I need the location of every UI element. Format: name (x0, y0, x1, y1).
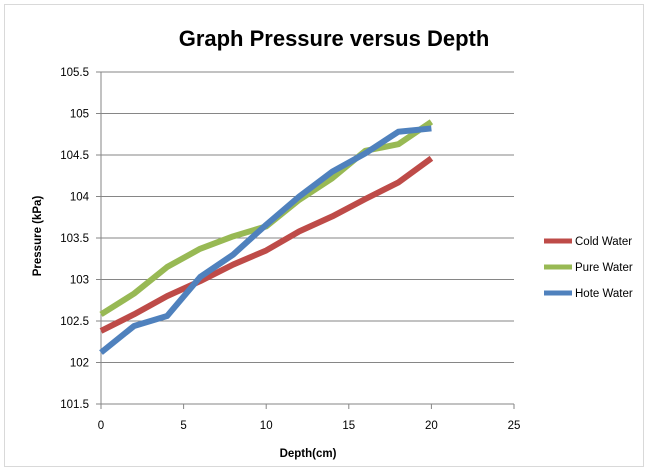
legend-label-pure-water: Pure Water (575, 262, 633, 274)
series-line-pure-water (99, 119, 434, 317)
x-tick-labels: 0 5 10 15 20 25 (98, 404, 521, 432)
y-tick-label: 105 (70, 109, 89, 121)
y-tick-label: 103.5 (60, 233, 89, 245)
y-tick-label: 103 (70, 275, 89, 287)
y-tick-label: 104.5 (60, 150, 89, 162)
x-axis-title: Depth(cm) (280, 448, 337, 460)
x-tick-label: 10 (260, 420, 273, 432)
y-tick-label: 105.5 (60, 67, 89, 79)
y-tick-labels: 101.5 102 102.5 103 103.5 104 104.5 105 105.5 (60, 67, 101, 411)
chart-area (4, 4, 644, 467)
x-tick-label: 25 (508, 420, 521, 432)
y-tick-label: 102 (70, 358, 89, 370)
series-lines (99, 119, 434, 355)
y-tick-label: 101.5 (60, 399, 89, 411)
y-tick-label: 102.5 (60, 316, 89, 328)
series-line-cold-water (99, 155, 434, 334)
y-axis-title: Pressure (kPa) (32, 196, 44, 277)
legend: Cold Water Pure Water Hote Water (544, 236, 633, 300)
chart-title: Graph Pressure versus Depth (179, 26, 490, 51)
legend-label-hote-water: Hote Water (575, 288, 633, 300)
y-tick-label: 104 (70, 192, 90, 204)
legend-label-cold-water: Cold Water (575, 236, 632, 248)
series-line-hote-water (99, 125, 432, 355)
x-tick-label: 0 (98, 420, 104, 432)
x-tick-label: 15 (342, 420, 355, 432)
x-tick-label: 5 (180, 420, 186, 432)
x-tick-label: 20 (425, 420, 438, 432)
